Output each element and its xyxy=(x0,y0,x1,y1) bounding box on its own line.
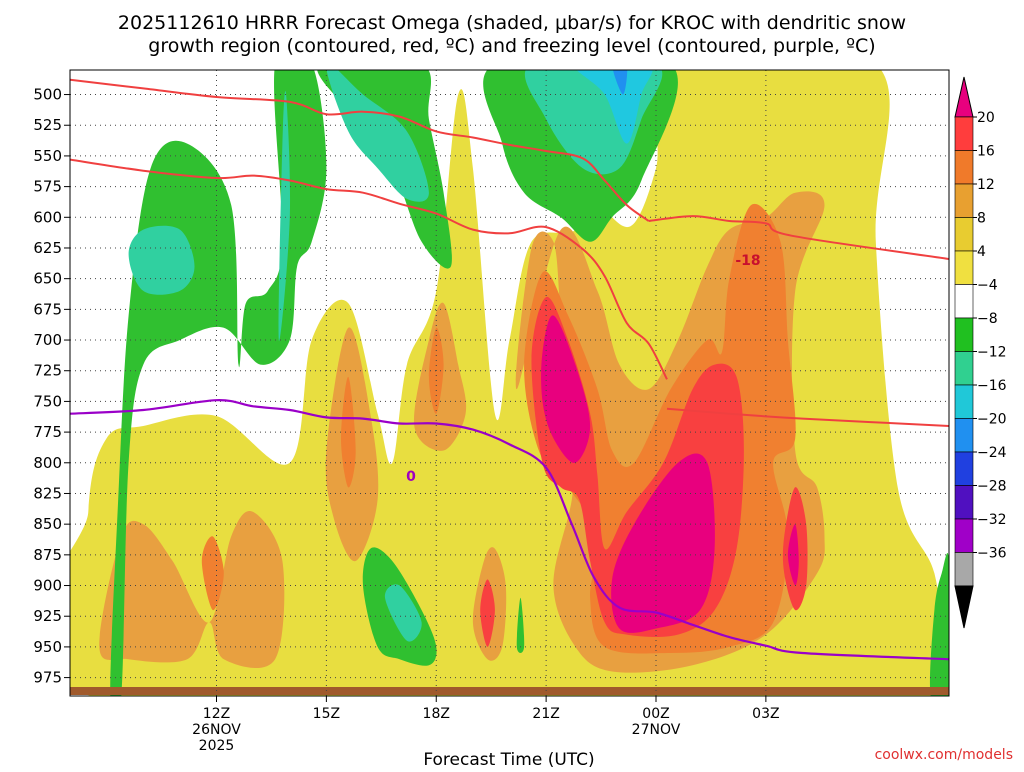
colorbar: 20 16 12 8 4 −4 −8 −12 −16 −20 −24 −28 −32 −36 xyxy=(954,76,1007,629)
colorbar-swatch-1 xyxy=(954,150,974,185)
y-tick-label-525: 525 xyxy=(33,116,62,134)
y-axis: 500 525 550 575 600 625 650 675 700 725 750 775 800 8… xyxy=(33,86,70,687)
x-tick-label-03Z: 03Z xyxy=(752,706,779,722)
colorbar-label-1: 16 xyxy=(977,144,995,160)
colorbar-label-4: 4 xyxy=(977,244,986,260)
freezing-level-label: 0 xyxy=(406,469,416,485)
dgz-contour-label: -18 xyxy=(735,253,760,269)
colorbar-label-5: −4 xyxy=(977,278,998,294)
omega-region-g6 xyxy=(516,597,525,654)
colorbar-bottom-arrow xyxy=(954,585,974,629)
x-tick-label-12Z: 12Z xyxy=(203,706,230,722)
y-tick-label-750: 750 xyxy=(33,392,62,410)
omega-region-m2 xyxy=(611,453,715,633)
colorbar-top-arrow xyxy=(954,76,974,118)
x-tick-label-21Z: 21Z xyxy=(532,706,559,722)
colorbar-swatch-5 xyxy=(954,284,974,319)
omega-shaded-regions xyxy=(70,70,949,696)
colorbar-swatch-13 xyxy=(954,552,974,587)
chart-title-line2: growth region (contoured, red, ºC) and f… xyxy=(148,35,875,57)
dgz-line-upper xyxy=(70,78,650,222)
colorbar-label-6: −8 xyxy=(977,311,998,327)
omega-region-o2 xyxy=(341,376,356,488)
colorbar-swatch-2 xyxy=(954,183,974,218)
colorbar-swatch-6 xyxy=(954,317,974,352)
y-tick-label-600: 600 xyxy=(33,208,62,226)
y-tick-label-550: 550 xyxy=(33,147,62,165)
omega-region-t3 xyxy=(326,70,429,202)
y-tick-label-800: 800 xyxy=(33,454,62,472)
dgz-line-lower xyxy=(70,158,668,380)
omega-region-t1 xyxy=(128,225,195,295)
omega-region-y2 xyxy=(99,510,285,668)
colorbar-label-9: −20 xyxy=(977,412,1007,428)
colorbar-label-13: −36 xyxy=(977,546,1007,562)
colorbar-swatch-4 xyxy=(954,250,974,285)
dgz-line-mid xyxy=(666,407,949,427)
y-tick-label-500: 500 xyxy=(33,86,62,104)
omega-region-g5 xyxy=(929,553,949,696)
y-tick-label-975: 975 xyxy=(33,669,62,687)
y-tick-label-625: 625 xyxy=(33,239,62,257)
y-tick-label-925: 925 xyxy=(33,607,62,625)
x-tick-label-18Z: 18Z xyxy=(423,706,450,722)
colorbar-label-8: −16 xyxy=(977,378,1007,394)
omega-region-g2 xyxy=(317,70,452,269)
colorbar-label-12: −32 xyxy=(977,512,1007,528)
colorbar-swatch-3 xyxy=(954,217,974,252)
omega-region-t5 xyxy=(384,584,422,642)
colorbar-label-7: −12 xyxy=(977,345,1007,361)
ground-surface xyxy=(70,687,949,695)
y-tick-label-850: 850 xyxy=(33,515,62,533)
colorbar-label-11: −28 xyxy=(977,479,1007,495)
omega-region-b1 xyxy=(612,70,628,95)
colorbar-swatch-7 xyxy=(954,351,974,386)
x-tick-date-00Z: 27NOV xyxy=(632,722,681,738)
omega-region-r3 xyxy=(480,579,495,647)
colorbar-label-10: −24 xyxy=(977,445,1007,461)
omega-region-c1 xyxy=(576,70,653,144)
colorbar-swatch-0 xyxy=(954,116,974,151)
omega-region-m3 xyxy=(787,524,799,586)
colorbar-label-0: 20 xyxy=(977,110,995,126)
colorbar-label-2: 12 xyxy=(977,177,995,193)
contour-lines xyxy=(70,78,949,661)
y-tick-label-725: 725 xyxy=(33,362,62,380)
x-axis-label: Forecast Time (UTC) xyxy=(423,750,594,768)
omega-region-m1 xyxy=(541,315,591,463)
plot-frame xyxy=(69,69,950,697)
x-tick-date-12Z: 26NOV xyxy=(192,722,241,738)
y-tick-label-900: 900 xyxy=(33,577,62,595)
colorbar-swatch-9 xyxy=(954,418,974,453)
y-tick-label-675: 675 xyxy=(33,300,62,318)
colorbar-swatch-12 xyxy=(954,518,974,553)
y-tick-label-875: 875 xyxy=(33,546,62,564)
colorbar-swatch-10 xyxy=(954,451,974,486)
y-tick-label-950: 950 xyxy=(33,638,62,656)
chart-title-line1: 2025112610 HRRR Forecast Omega (shaded, … xyxy=(118,12,906,34)
omega-region-t2 xyxy=(278,90,291,342)
colorbar-swatch-8 xyxy=(954,384,974,419)
x-tick-label-15Z: 15Z xyxy=(313,706,340,722)
y-tick-label-700: 700 xyxy=(33,331,62,349)
y-tick-label-650: 650 xyxy=(33,270,62,288)
colorbar-swatch-11 xyxy=(954,485,974,520)
y-tick-label-825: 825 xyxy=(33,484,62,502)
dgz-line-right xyxy=(648,215,949,260)
colorbar-label-3: 8 xyxy=(977,211,986,227)
freezing-level-line xyxy=(70,399,949,661)
y-tick-label-575: 575 xyxy=(33,178,62,196)
y-tick-label-775: 775 xyxy=(33,423,62,441)
credit-text: coolwx.com/models xyxy=(875,747,1013,763)
x-tick-year-12Z: 2025 xyxy=(199,738,235,754)
omega-region-o4 xyxy=(201,536,224,611)
x-tick-label-00Z: 00Z xyxy=(642,706,669,722)
